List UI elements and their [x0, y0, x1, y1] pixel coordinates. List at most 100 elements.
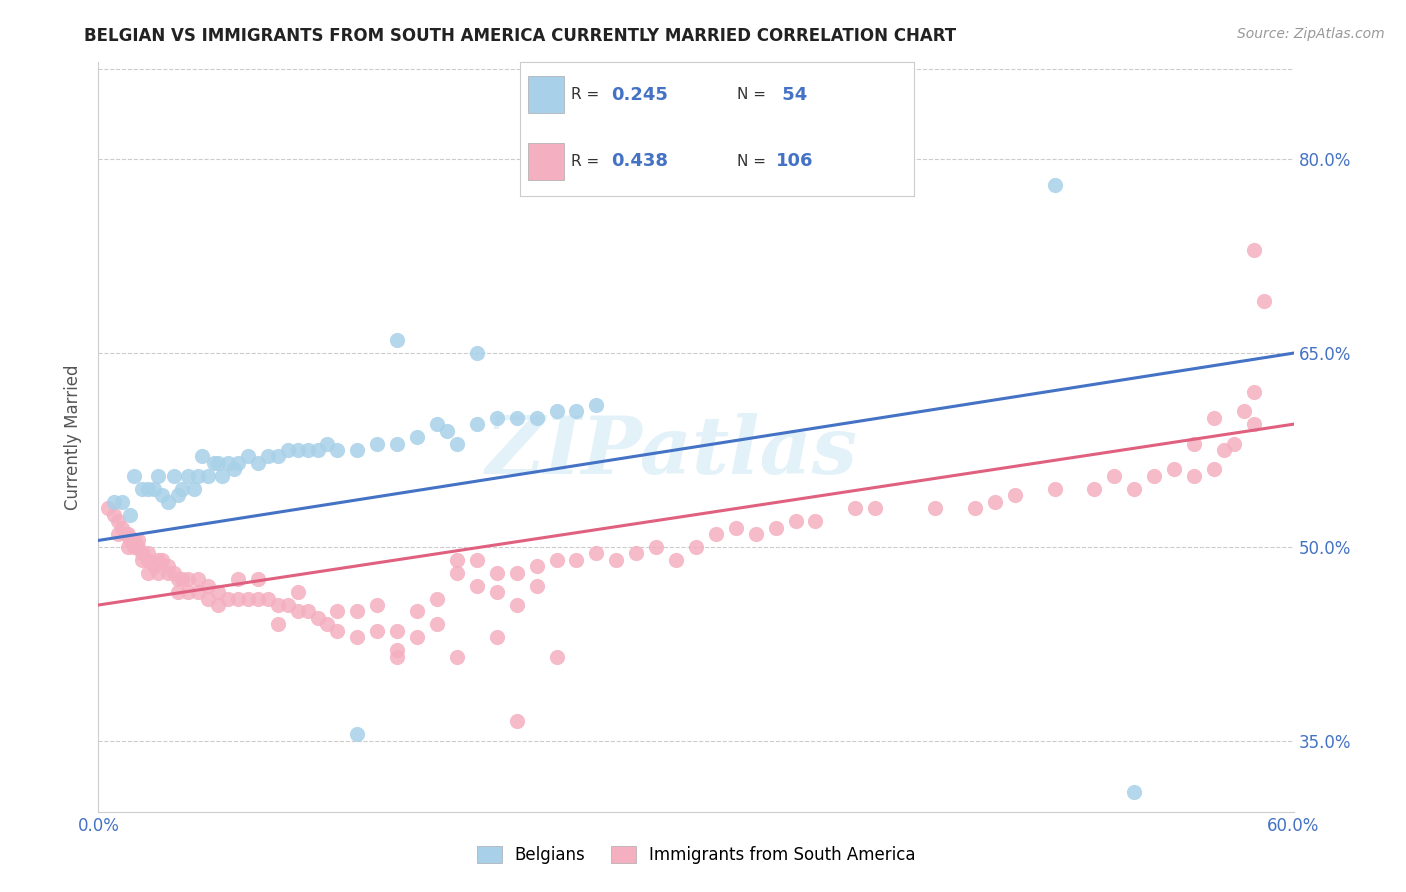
Point: [111, 520, 134, 534]
Point: [236, 450, 259, 464]
Point: [585, 546, 607, 560]
Point: [207, 456, 229, 470]
Point: [385, 643, 409, 657]
Point: [1243, 384, 1265, 399]
Point: [1163, 462, 1185, 476]
Point: [865, 501, 887, 516]
Point: [984, 494, 1007, 508]
Text: 0.438: 0.438: [610, 153, 668, 170]
Point: [1243, 417, 1265, 432]
Point: [246, 591, 269, 606]
Point: [222, 462, 245, 476]
Point: [526, 159, 548, 173]
Point: [526, 579, 548, 593]
Point: [287, 605, 309, 619]
Point: [297, 605, 319, 619]
Point: [167, 585, 190, 599]
Point: [326, 442, 349, 457]
Point: [246, 456, 269, 470]
Point: [267, 598, 290, 612]
Point: [765, 520, 787, 534]
Point: [406, 605, 429, 619]
Point: [148, 566, 170, 580]
Point: [465, 579, 488, 593]
Point: [177, 572, 200, 586]
Point: [167, 572, 190, 586]
Legend: Belgians, Immigrants from South America: Belgians, Immigrants from South America: [470, 839, 922, 871]
Point: [197, 468, 219, 483]
FancyBboxPatch shape: [529, 143, 564, 179]
Point: [385, 436, 409, 450]
Point: [724, 520, 747, 534]
Point: [217, 456, 239, 470]
Point: [117, 527, 139, 541]
Point: [187, 572, 209, 586]
Point: [605, 553, 627, 567]
Point: [446, 649, 468, 664]
Point: [436, 424, 458, 438]
Point: [465, 346, 488, 360]
Point: [1043, 178, 1066, 193]
Point: [385, 624, 409, 638]
Point: [506, 410, 529, 425]
Point: [426, 617, 449, 632]
Text: R =: R =: [571, 154, 605, 169]
Point: [172, 482, 194, 496]
Point: [267, 450, 290, 464]
Point: [526, 410, 548, 425]
Point: [346, 605, 368, 619]
Text: N =: N =: [737, 87, 770, 102]
Point: [267, 617, 290, 632]
Point: [1123, 482, 1146, 496]
Point: [565, 553, 588, 567]
Point: [143, 559, 166, 574]
Point: [485, 410, 508, 425]
Point: [446, 566, 468, 580]
Point: [1243, 243, 1265, 257]
Point: [485, 630, 508, 644]
Point: [191, 450, 214, 464]
Point: [626, 546, 648, 560]
Text: N =: N =: [737, 154, 770, 169]
Point: [546, 649, 568, 664]
Point: [506, 566, 529, 580]
Point: [172, 572, 194, 586]
Point: [157, 566, 180, 580]
Point: [1043, 482, 1066, 496]
Point: [117, 540, 139, 554]
Point: [124, 540, 146, 554]
Point: [111, 494, 134, 508]
Point: [406, 630, 429, 644]
Point: [465, 553, 488, 567]
Point: [485, 566, 508, 580]
Point: [226, 572, 249, 586]
Point: [226, 591, 249, 606]
Point: [157, 559, 180, 574]
Point: [277, 598, 299, 612]
Point: [1253, 294, 1275, 309]
Point: [446, 553, 468, 567]
Point: [346, 727, 368, 741]
Point: [103, 494, 125, 508]
Point: [148, 553, 170, 567]
Point: [120, 508, 142, 522]
Point: [163, 468, 186, 483]
Point: [366, 624, 388, 638]
Point: [287, 585, 309, 599]
Point: [406, 430, 429, 444]
Point: [202, 456, 225, 470]
Point: [103, 508, 125, 522]
Point: [277, 442, 299, 457]
Point: [107, 514, 129, 528]
Point: [506, 598, 529, 612]
Point: [316, 436, 339, 450]
Point: [844, 501, 866, 516]
Point: [704, 527, 727, 541]
Point: [124, 533, 146, 548]
Point: [124, 468, 146, 483]
Point: [217, 591, 239, 606]
Point: [585, 398, 607, 412]
Point: [197, 591, 219, 606]
Text: 0.245: 0.245: [610, 86, 668, 103]
Point: [1123, 785, 1146, 799]
